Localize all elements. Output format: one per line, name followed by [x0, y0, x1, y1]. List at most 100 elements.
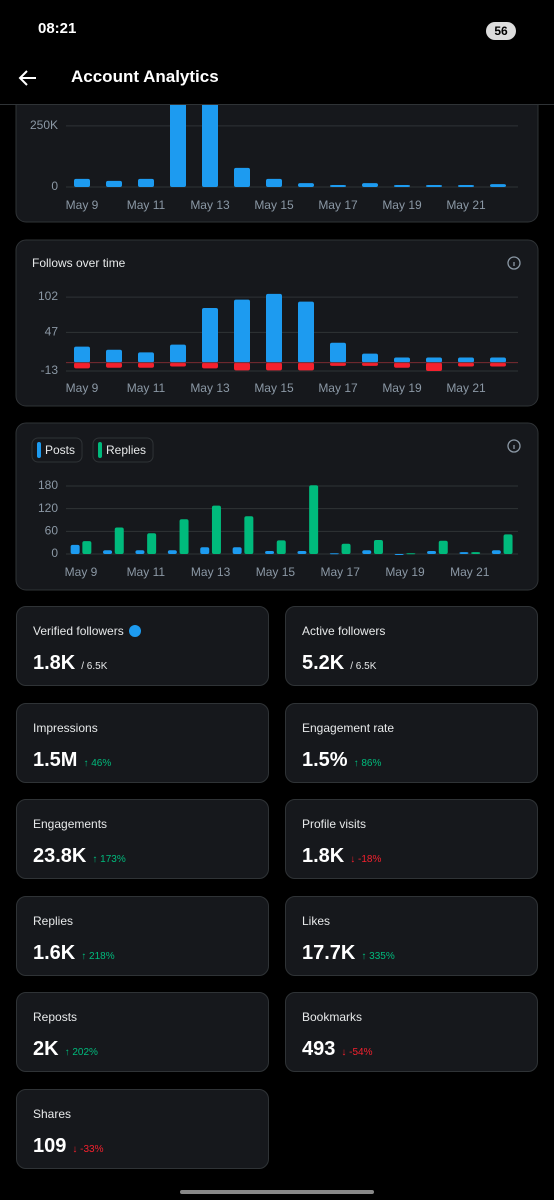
stat-value: 5.2K — [302, 652, 345, 674]
stat-row: 1.5M ↑ 46% — [33, 749, 111, 772]
x-tick-label: May 17 — [318, 381, 358, 395]
x-tick-label: May 21 — [446, 198, 486, 212]
bar — [458, 357, 474, 363]
stat-label-text: Bookmarks — [302, 1010, 363, 1025]
stat-label: Shares — [33, 1107, 71, 1121]
bar — [234, 362, 250, 371]
bar — [330, 342, 346, 363]
bar — [265, 550, 275, 554]
bar — [167, 550, 177, 554]
stat-change: ↑ 46% — [83, 757, 112, 769]
bar — [426, 185, 442, 187]
stat-value: 1.5% — [302, 748, 348, 771]
x-tick-label: May 13 — [190, 198, 230, 212]
bar — [170, 105, 186, 187]
legend-chip — [31, 437, 83, 463]
bar — [471, 552, 481, 554]
bar — [138, 178, 154, 187]
stat-label-text: Profile visits — [302, 817, 367, 832]
x-tick-label: May 9 — [66, 381, 99, 395]
y-tick-label: 47 — [45, 325, 59, 339]
stat-value: 109 — [33, 1135, 67, 1157]
bar — [406, 553, 416, 555]
bar — [298, 362, 314, 371]
stat-label-text: Engagement rate — [302, 720, 395, 735]
bar — [394, 357, 410, 363]
bar — [82, 541, 92, 554]
bar — [202, 362, 218, 369]
stat-label-text: Active followers — [302, 624, 386, 638]
y-tick-label: 0 — [51, 179, 58, 193]
bar — [298, 183, 314, 187]
stat-card: Replies 1.6K ↑ 218% — [16, 895, 269, 976]
bar — [362, 183, 378, 187]
bar — [170, 362, 186, 367]
stat-row: 2K ↑ 202% — [33, 1038, 98, 1061]
bar — [74, 346, 90, 363]
bar — [362, 362, 378, 366]
stat-label-text: Engagements — [33, 817, 108, 832]
y-tick-label: 0 — [51, 546, 58, 560]
bar — [74, 362, 90, 369]
chart-title: Follows over time — [32, 256, 126, 270]
bar — [394, 362, 410, 368]
x-tick-label: May 11 — [127, 381, 166, 395]
bar — [330, 362, 346, 366]
stat-total: / 6.5K — [81, 661, 108, 672]
bar — [329, 553, 339, 555]
x-tick-label: May 17 — [318, 198, 358, 212]
bar — [234, 167, 250, 187]
stat-card: Engagements 23.8K ↑ 173% — [16, 799, 269, 880]
stat-change: ↓ -33% — [72, 1144, 104, 1155]
info-icon[interactable] — [507, 439, 521, 453]
info-icon[interactable] — [507, 256, 521, 270]
bar — [200, 547, 210, 554]
legend-swatch — [98, 442, 103, 458]
bar — [74, 178, 90, 187]
bar — [458, 185, 474, 187]
x-tick-label: May 15 — [254, 381, 294, 395]
bar — [106, 180, 122, 187]
legend-item[interactable]: Replies — [92, 437, 154, 463]
chart-card — [15, 422, 539, 591]
bar — [503, 534, 513, 554]
bar — [438, 540, 448, 554]
x-tick-label: May 11 — [127, 565, 166, 579]
stat-row: 5.2K / 6.5K — [302, 652, 376, 675]
stat-label-text: Reposts — [33, 1010, 78, 1025]
stat-value: 1.8K — [302, 845, 345, 868]
x-tick-label: May 9 — [66, 198, 99, 212]
chart: 102 47 -13 — [38, 289, 518, 377]
stat-label: Profile visits — [302, 817, 366, 831]
bar — [330, 185, 346, 187]
stat-change: ↓ -54% — [341, 1047, 373, 1059]
home-indicator — [180, 1190, 374, 1194]
bar — [266, 178, 282, 187]
legend-label: Replies — [106, 443, 146, 457]
stat-change: ↑ 202% — [64, 1047, 98, 1059]
bar — [103, 550, 113, 554]
legend-item[interactable]: Posts — [31, 437, 83, 463]
stat-label-text: Shares — [33, 1107, 72, 1121]
bar — [491, 550, 501, 554]
stat-total: / 6.5K — [350, 661, 377, 672]
bar — [135, 550, 145, 554]
stat-change: ↓ -18% — [350, 854, 382, 866]
stat-row: 1.8K ↓ -18% — [302, 845, 381, 868]
bar — [362, 353, 378, 363]
x-tick-label: May 17 — [321, 565, 361, 579]
x-tick-label: May 11 — [127, 198, 166, 212]
back-button[interactable] — [16, 66, 40, 90]
bar — [211, 505, 221, 554]
stat-row: 493 ↓ -54% — [302, 1038, 373, 1061]
bar — [426, 362, 442, 371]
stat-row: 1.8K / 6.5K — [33, 652, 107, 675]
bar — [426, 357, 442, 363]
stat-label: Reposts — [33, 1010, 77, 1024]
y-tick-label: 250K — [30, 118, 58, 132]
chart: 0 60 120 180 — [38, 478, 518, 560]
bar — [341, 543, 351, 554]
x-tick-label: May 19 — [382, 381, 422, 395]
bar — [394, 554, 404, 555]
